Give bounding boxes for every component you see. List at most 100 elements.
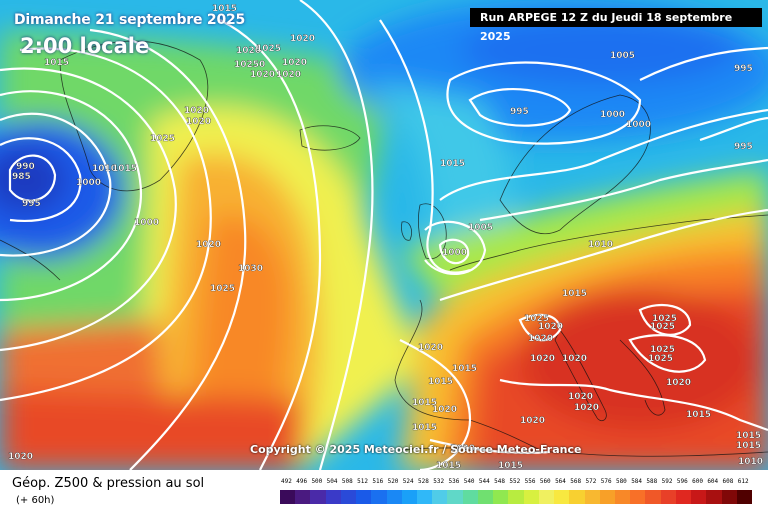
legend-value: 512	[357, 478, 368, 485]
legend-swatch	[417, 490, 433, 504]
isobar-label: 1010	[92, 164, 117, 174]
isobar-label: 1000	[600, 110, 625, 120]
isobar-label: 1020	[568, 392, 593, 402]
legend-value: 540	[463, 478, 475, 485]
legend-value: 528	[418, 478, 429, 485]
legend-swatch	[554, 490, 570, 504]
isobar-label: 1015	[452, 364, 477, 374]
isobar-label: 1020	[8, 452, 33, 462]
isobar-label: 1015	[112, 164, 137, 174]
isobar-label: 1025	[524, 314, 549, 324]
isobar-label: 990	[16, 162, 35, 172]
isobar-label: 1015	[736, 431, 761, 441]
forecast-time: 2:00 locale	[20, 34, 150, 58]
isobar-label: 995	[22, 199, 41, 209]
legend-swatch	[447, 490, 464, 504]
isobar-label: 1015	[436, 461, 461, 470]
legend-value: 592	[661, 478, 673, 485]
isobar-label: 1015	[412, 398, 437, 408]
legend-value: 508	[341, 478, 353, 485]
legend-swatch	[736, 490, 753, 504]
isobar-label: 1000	[442, 248, 467, 258]
isobar-label: 1020	[250, 70, 275, 80]
legend-value: 612	[737, 478, 749, 485]
legend-swatch	[280, 490, 296, 504]
isobar-label: 1025	[150, 134, 175, 144]
isobar-label: 10250	[234, 60, 265, 70]
isobar-label: 995	[734, 64, 753, 74]
legend-value: 568	[570, 478, 582, 485]
legend-swatch	[614, 490, 631, 504]
legend-swatch	[660, 490, 677, 504]
isobar-label: 1025	[652, 314, 677, 324]
legend-value: 492	[281, 478, 292, 485]
isobar-label: 1020	[530, 354, 555, 364]
isobar-label: 1015	[562, 289, 587, 299]
legend-value: 500	[311, 478, 323, 485]
isobar-label: 1020	[186, 117, 211, 127]
legend-value: 588	[646, 478, 658, 485]
legend-swatch	[477, 490, 494, 504]
isobar-label: 1020	[418, 343, 443, 353]
isobar-label: 1015	[44, 58, 69, 68]
isobar-label: 1020	[236, 46, 261, 56]
legend-value: 596	[676, 478, 688, 485]
legend-swatch	[310, 490, 327, 504]
legend-swatch	[630, 490, 646, 504]
copyright-notice: Copyright © 2025 Meteociel.fr / Source M…	[250, 443, 582, 456]
isobar-label: 1025	[210, 284, 235, 294]
isobar-label: 1015	[736, 441, 761, 451]
legend-swatch	[584, 490, 601, 504]
legend-value: 556	[524, 478, 536, 485]
legend-value: 524	[402, 478, 414, 485]
legend-value: 544	[478, 478, 490, 485]
legend-value: 564	[555, 478, 566, 485]
color-scale-legend: 492 496 500 504 508 512 516 520 524 528 532 536 540 5…	[280, 478, 753, 504]
legend-swatch	[325, 490, 342, 504]
legend-value: 584	[631, 478, 643, 485]
isobar-label: 995	[510, 107, 529, 117]
legend-value: 548	[494, 478, 505, 485]
isobar-label: 1025	[256, 44, 281, 54]
isobar-label: 995	[734, 142, 753, 152]
legend-value: 580	[615, 478, 627, 485]
legend-value: 504	[326, 478, 338, 485]
legend-value: 604	[707, 478, 719, 485]
legend-swatch	[538, 490, 555, 504]
legend-swatch	[432, 490, 448, 504]
legend-swatch	[401, 490, 418, 504]
legend-swatch	[523, 490, 540, 504]
isobar-label: 1020	[282, 58, 307, 68]
legend-value: 536	[448, 478, 460, 485]
legend-swatch	[675, 490, 692, 504]
isobar-label: 1015	[440, 159, 465, 169]
forecast-date: Dimanche 21 septembre 2025	[14, 12, 246, 28]
legend-value: 496	[296, 478, 308, 485]
isobar-label: 1020	[574, 403, 599, 413]
legend-swatch	[340, 490, 357, 504]
isobar-label: 1005	[468, 223, 493, 233]
legend-swatch	[706, 490, 723, 504]
isobar-label: 1000	[134, 218, 159, 228]
isobar-label: 1025	[650, 345, 675, 355]
isobar-label: 1000	[626, 120, 651, 130]
legend-value: 576	[600, 478, 612, 485]
legend-swatch	[691, 490, 707, 504]
isobar-label: 1020	[666, 378, 691, 388]
legend-value: 572	[585, 478, 597, 485]
isobar-label: 1015	[412, 423, 437, 433]
legend-swatch	[371, 490, 388, 504]
isobar-label: 985	[12, 172, 31, 182]
isobar-label: 1000	[76, 178, 101, 188]
isobar-label: 1025	[648, 354, 673, 364]
isobar-label: 1020	[528, 334, 553, 344]
legend-swatch	[645, 490, 662, 504]
isobar-label: 1005	[610, 51, 635, 61]
isobar-label: 1020	[184, 106, 209, 116]
isobar-label: 1025	[650, 322, 675, 332]
isobar-label: 1020	[290, 34, 315, 44]
isobar-label: 1020	[196, 240, 221, 250]
isobar-label: 1015	[212, 4, 237, 14]
forecast-lead-time: (+ 60h)	[16, 495, 55, 506]
